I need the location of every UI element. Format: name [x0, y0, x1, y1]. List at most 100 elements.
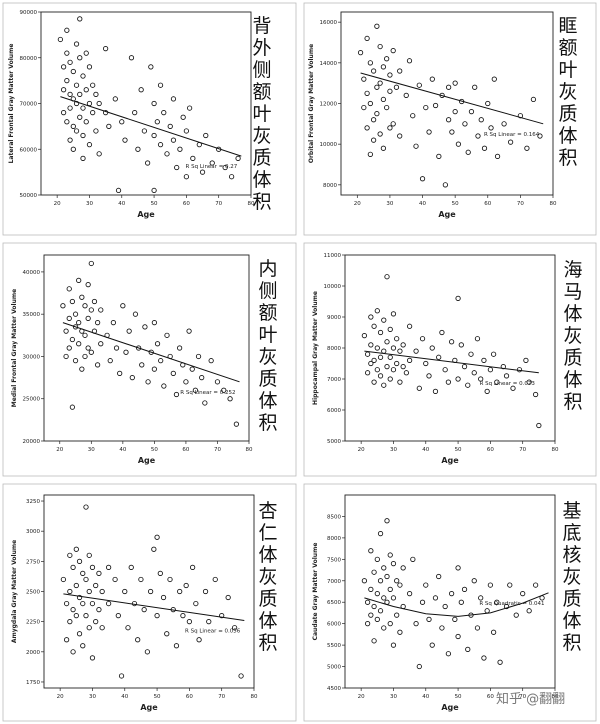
chart-title-char: 内 — [258, 258, 277, 280]
data-point — [364, 621, 371, 627]
data-point — [91, 298, 98, 305]
data-point — [442, 182, 448, 188]
x-axis-label: Age — [137, 210, 155, 219]
y-axis-label: Medial Frontal Gray Matter Volume — [11, 289, 18, 407]
data-point — [105, 564, 112, 570]
panel-frame — [303, 242, 597, 477]
data-point — [161, 110, 167, 116]
data-point — [478, 595, 484, 601]
data-point — [209, 160, 215, 166]
data-point — [67, 59, 73, 65]
data-point — [377, 329, 384, 336]
chart-title-char: 灰 — [258, 346, 277, 368]
data-point — [106, 123, 112, 130]
data-point — [86, 64, 93, 70]
data-point — [442, 603, 448, 610]
data-point — [77, 114, 83, 120]
data-point — [177, 146, 183, 152]
chart-title-char: 积 — [258, 412, 277, 434]
chart-title-char: 外 — [252, 37, 271, 59]
data-point — [86, 100, 93, 107]
data-point — [436, 153, 442, 159]
data-point — [368, 360, 374, 367]
data-point — [131, 600, 138, 607]
data-point — [96, 570, 102, 577]
data-point — [377, 43, 383, 50]
data-point — [364, 90, 370, 96]
data-point — [80, 132, 86, 139]
chart-title-char: 灰 — [558, 81, 577, 103]
chart-title-char: 质 — [258, 368, 277, 390]
data-point — [468, 351, 474, 357]
data-point — [381, 348, 387, 354]
data-point — [371, 603, 377, 610]
data-point — [384, 363, 390, 370]
data-point — [151, 546, 157, 552]
data-point — [465, 382, 471, 388]
data-point — [455, 376, 461, 382]
chart-title-char: 体 — [563, 369, 582, 391]
data-point — [416, 385, 422, 391]
data-point — [67, 552, 73, 558]
x-tick-label: 50 — [151, 201, 158, 207]
data-point — [77, 91, 83, 97]
data-point — [79, 366, 85, 372]
fit-line — [62, 322, 240, 383]
chart-title-char: 积 — [258, 632, 277, 654]
y-axis-label: Caudate Gray Matter Volume — [312, 543, 319, 641]
y-tick-label: 16000 — [320, 20, 338, 26]
chart-title-char: 侧 — [258, 280, 277, 302]
data-point — [60, 110, 67, 116]
data-point — [426, 129, 432, 135]
data-point — [180, 114, 186, 120]
data-point — [195, 353, 202, 360]
data-point — [64, 50, 70, 56]
data-point — [439, 329, 445, 336]
data-point — [364, 35, 370, 42]
x-axis-label: Age — [438, 210, 456, 219]
data-point — [83, 504, 89, 510]
chart-title-char: 质 — [563, 347, 582, 369]
data-point — [76, 558, 83, 564]
data-point — [98, 307, 104, 313]
x-tick-label: 30 — [390, 694, 397, 700]
x-tick-label: 30 — [86, 201, 93, 207]
x-tick-label: 60 — [186, 694, 193, 700]
data-point — [222, 164, 228, 171]
data-point — [70, 68, 76, 75]
data-point — [76, 277, 82, 283]
data-point — [387, 586, 393, 592]
data-point — [452, 109, 458, 115]
chart-title-char: 灰 — [563, 325, 582, 347]
data-point — [458, 342, 464, 348]
data-point — [432, 388, 439, 395]
y-tick-label: 70000 — [20, 102, 38, 108]
x-tick-label: 30 — [88, 447, 95, 453]
data-point — [374, 111, 380, 117]
data-point — [138, 576, 144, 583]
data-point — [371, 379, 377, 385]
chart-title-char: 背 — [252, 15, 271, 37]
data-point — [416, 82, 422, 88]
data-point — [80, 105, 86, 111]
chart-title-char: 额 — [558, 37, 577, 59]
data-point — [80, 643, 86, 649]
data-point — [151, 320, 158, 326]
data-point — [524, 145, 530, 151]
r-squared-label: R Sq Linear = 0.073 — [480, 381, 536, 387]
chart-title-char: 马 — [563, 281, 582, 303]
data-point — [96, 100, 102, 107]
data-point — [384, 104, 390, 111]
data-point — [368, 612, 374, 618]
data-point — [183, 128, 190, 134]
data-point — [119, 119, 125, 125]
data-point — [94, 362, 101, 368]
x-tick-label: 40 — [119, 447, 126, 453]
data-point — [448, 591, 455, 597]
data-point — [69, 336, 76, 343]
data-point — [112, 576, 118, 583]
data-point — [400, 565, 406, 571]
chart-title-char: 额 — [252, 81, 271, 103]
data-point — [186, 328, 192, 334]
